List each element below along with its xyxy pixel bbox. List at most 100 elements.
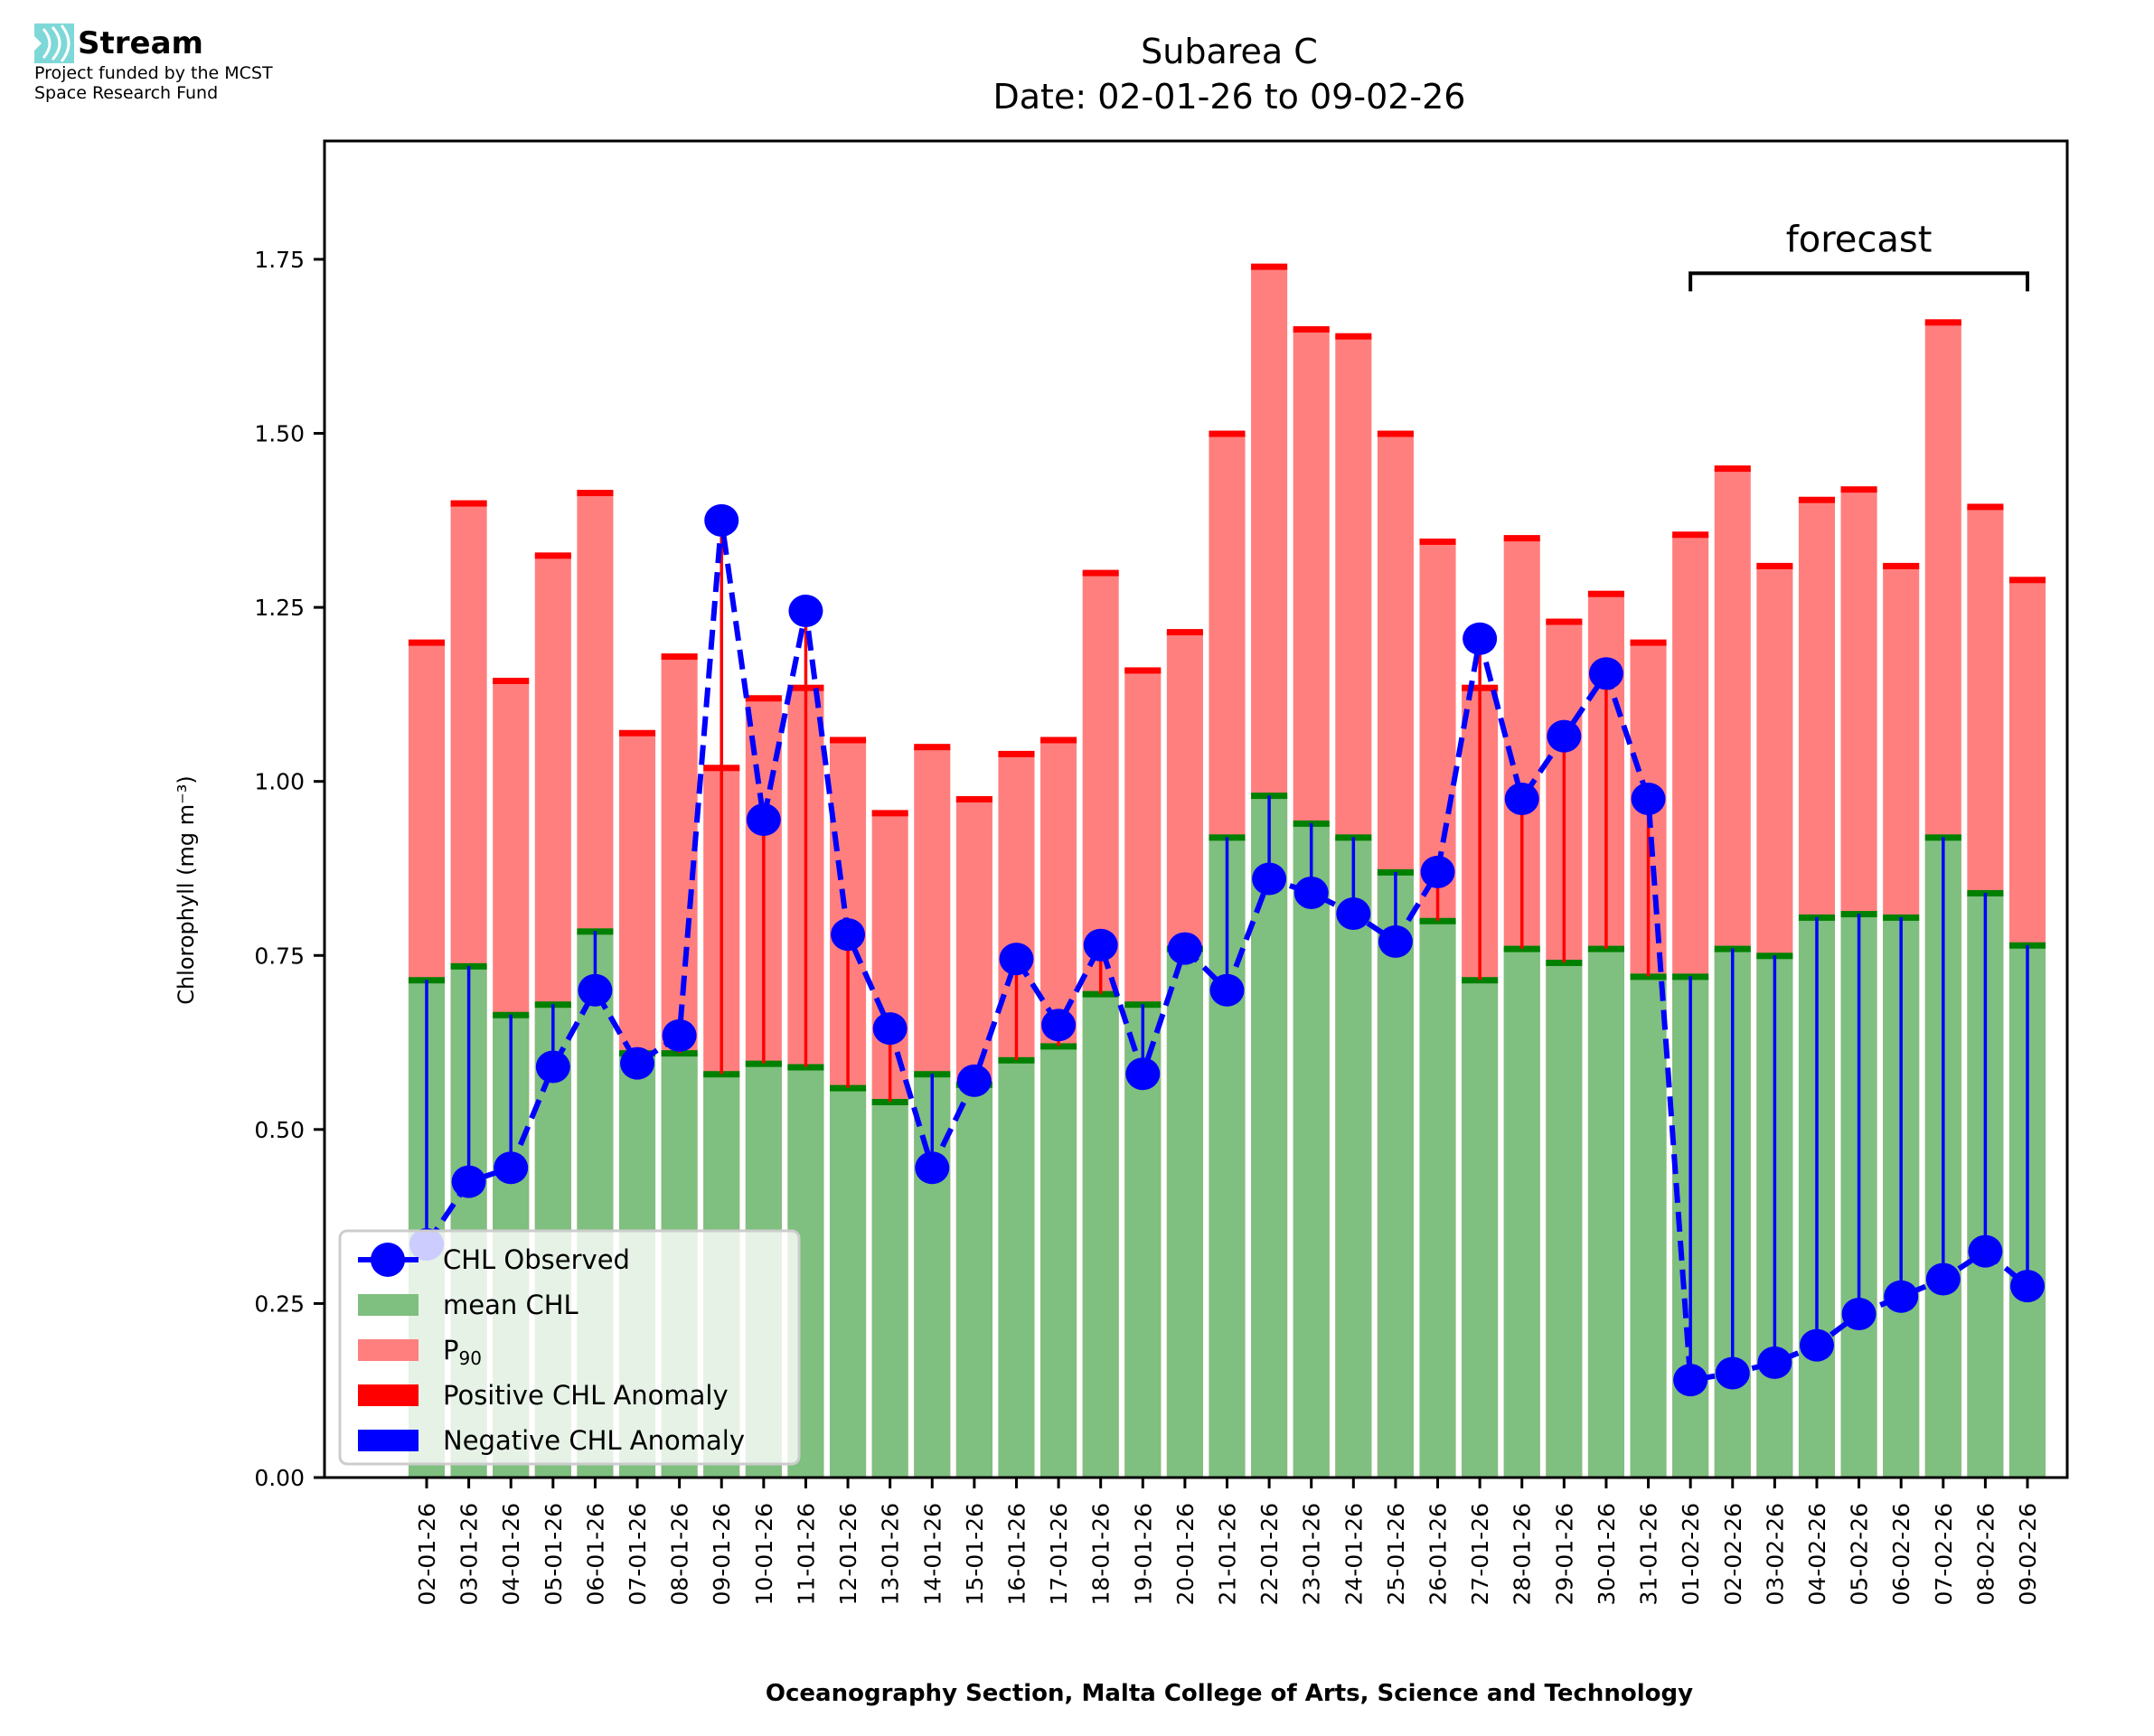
legend-patch-swatch xyxy=(358,1339,419,1361)
observed-point xyxy=(1293,876,1329,909)
p90-cap xyxy=(830,737,867,744)
p90-cap xyxy=(914,744,951,751)
x-tick-label: 21-01-26 xyxy=(1215,1503,1241,1605)
x-tick-label: 02-01-26 xyxy=(414,1503,440,1605)
observed-point xyxy=(662,1018,697,1052)
y-tick-label: 1.00 xyxy=(254,769,305,795)
x-tick-label: 03-01-26 xyxy=(456,1503,483,1605)
observed-point xyxy=(1504,782,1539,815)
forecast-bracket xyxy=(1688,271,2029,292)
x-tick-label: 30-01-26 xyxy=(1594,1503,1620,1605)
chart-subtitle: Date: 02-01-26 to 09-02-26 xyxy=(993,77,1466,117)
p90-cap xyxy=(661,653,698,661)
brand-name: Stream xyxy=(78,25,203,61)
forecast-label: forecast xyxy=(1786,219,1933,260)
p90-cap xyxy=(1335,333,1372,340)
x-tick-label: 07-01-26 xyxy=(625,1503,651,1605)
observed-point xyxy=(1083,928,1118,962)
observed-point xyxy=(535,1050,570,1084)
p90-cap xyxy=(1883,562,1920,569)
p90-cap xyxy=(1040,737,1077,744)
observed-point xyxy=(999,943,1034,976)
mean-bar xyxy=(1166,948,1203,1478)
x-tick-label: 20-01-26 xyxy=(1172,1503,1199,1605)
observed-point xyxy=(746,803,781,837)
p90-cap xyxy=(745,695,782,702)
x-tick-label: 31-01-26 xyxy=(1636,1503,1662,1605)
observed-point xyxy=(1925,1262,1961,1296)
observed-point xyxy=(494,1151,529,1185)
x-tick-label: 16-01-26 xyxy=(1003,1503,1030,1605)
p90-cap xyxy=(1587,590,1624,597)
p90-cap xyxy=(1124,667,1162,674)
observed-point xyxy=(1841,1297,1877,1330)
p90-cap xyxy=(1503,535,1540,542)
x-tick-label: 13-01-26 xyxy=(878,1503,904,1605)
mean-bar xyxy=(998,1059,1035,1478)
funding-line-1: Project funded by the MCST xyxy=(34,63,273,83)
observed-point xyxy=(1420,855,1455,888)
mean-bar xyxy=(830,1087,867,1478)
observed-point xyxy=(1378,924,1413,958)
x-axis-label: Oceanography Section, Malta College of A… xyxy=(766,1680,1693,1707)
mean-bar xyxy=(1040,1046,1077,1478)
mean-bar xyxy=(1335,837,1372,1478)
x-tick-label: 25-01-26 xyxy=(1383,1503,1409,1605)
x-tick-label: 04-02-26 xyxy=(1804,1503,1830,1605)
p90-cap xyxy=(1082,569,1119,577)
legend-box xyxy=(338,1229,801,1466)
mean-bar xyxy=(1462,980,1499,1478)
observed-point xyxy=(1167,932,1202,965)
legend-label: CHL Observed xyxy=(443,1244,630,1275)
p90-cap xyxy=(1251,263,1288,270)
p90-cap xyxy=(493,677,530,684)
mean-cap xyxy=(661,1050,698,1057)
y-tick-label: 1.25 xyxy=(254,595,305,621)
stream-logo: Stream Project funded by the MCST Space … xyxy=(34,23,273,103)
p90-cap xyxy=(1166,629,1203,636)
p90-cap xyxy=(1756,562,1793,569)
axes-layer: 0.00 0.25 0.50 0.75 1.00 1.25 1.50 1.75 02-01-26… xyxy=(254,139,2069,1605)
x-tick-label: 06-02-26 xyxy=(1888,1503,1914,1605)
mean-bar xyxy=(1377,871,1414,1478)
legend-label: Negative CHL Anomaly xyxy=(443,1425,745,1456)
observed-point xyxy=(1673,1364,1708,1397)
observed-point xyxy=(704,503,739,537)
mean-cap xyxy=(1630,973,1667,981)
mean-bar xyxy=(871,1102,908,1478)
p90-cap xyxy=(1798,496,1836,503)
y-tick-label: 0.25 xyxy=(254,1290,305,1317)
observed-point xyxy=(1799,1328,1834,1362)
mean-bar xyxy=(1419,920,1456,1478)
observed-point xyxy=(1463,622,1498,655)
observed-point xyxy=(1252,862,1287,896)
observed-point xyxy=(1884,1280,1919,1313)
x-tick-label: 05-02-26 xyxy=(1847,1503,1873,1605)
x-tick-label: 04-01-26 xyxy=(498,1503,524,1605)
stream-wave-icon xyxy=(34,23,74,63)
x-tick-label: 14-01-26 xyxy=(919,1503,945,1605)
p90-cap xyxy=(1714,465,1751,473)
legend-patch-swatch xyxy=(358,1384,419,1406)
mean-cap xyxy=(1587,945,1624,952)
x-tick-label: 11-01-26 xyxy=(793,1503,819,1605)
legend-patch-swatch xyxy=(358,1294,419,1316)
mean-cap xyxy=(1082,990,1119,998)
observed-point xyxy=(1968,1234,2003,1268)
p90-cap xyxy=(1377,430,1414,437)
mean-bar xyxy=(1503,948,1540,1478)
y-tick-label: 0.75 xyxy=(254,943,305,969)
legend-label: Positive CHL Anomaly xyxy=(443,1380,729,1411)
p90-cap xyxy=(955,795,992,802)
plot-frame xyxy=(323,139,2069,1479)
chart-title: Subarea C xyxy=(1141,32,1318,71)
p90-cap xyxy=(1630,639,1667,646)
x-tick-label: 10-01-26 xyxy=(751,1503,777,1605)
observed-point xyxy=(1209,973,1245,1007)
p90-cap xyxy=(450,500,487,507)
brand-row: Stream xyxy=(34,23,273,63)
p90-cap xyxy=(2008,577,2046,584)
x-tick-label: 08-01-26 xyxy=(667,1503,693,1605)
p90-cap xyxy=(1293,325,1330,333)
x-tick-label: 24-01-26 xyxy=(1340,1503,1367,1605)
